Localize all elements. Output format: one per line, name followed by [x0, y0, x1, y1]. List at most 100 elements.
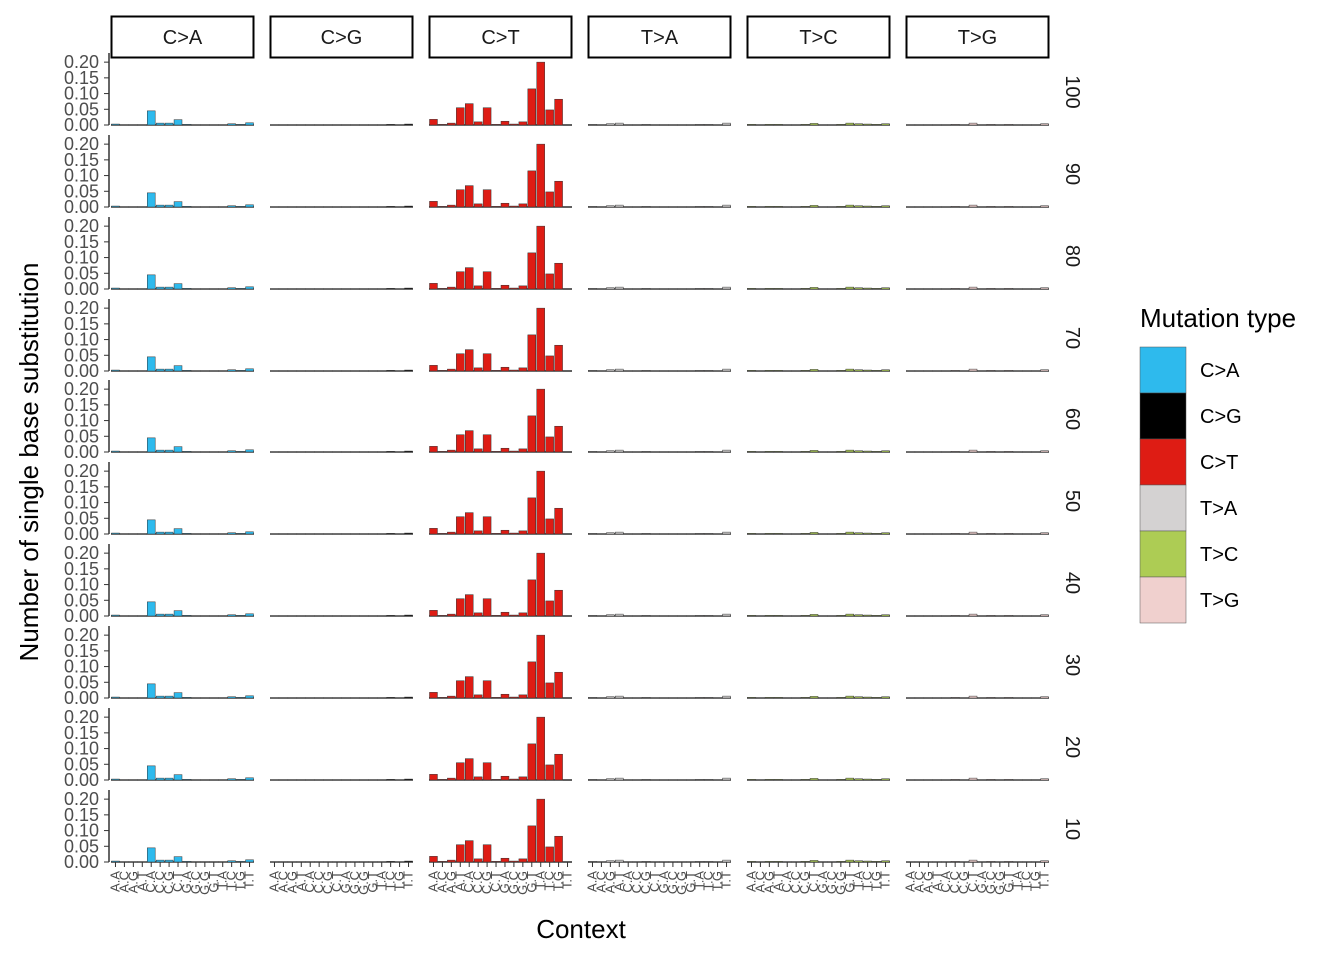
bar [1004, 288, 1013, 290]
legend-label: T>A [1200, 498, 1238, 520]
panel-20-C-to-A [111, 765, 254, 781]
facet-strip-box [587, 15, 732, 59]
bar [182, 206, 192, 208]
bar [641, 288, 651, 290]
bar [722, 449, 731, 453]
bar [588, 370, 597, 372]
bar [173, 283, 183, 290]
panel-40-T-to-G [906, 613, 1049, 617]
bar [182, 861, 192, 863]
bar [404, 532, 413, 535]
x-axis-T-to-C: A.AA.CA.GA.TC.AC.CC.GC.TG.AG.CG.GG.TT.AT… [743, 862, 893, 895]
bar [147, 601, 156, 617]
y-axis: 0.000.050.100.150.20 [64, 625, 110, 708]
bar [147, 274, 156, 290]
facet-strip-T-to-A: T>A [587, 15, 732, 59]
bar [236, 533, 245, 535]
x-tick-label: A.C [116, 871, 131, 893]
bar [509, 614, 519, 617]
legend-label: C>A [1200, 360, 1240, 382]
bar [173, 446, 183, 453]
bar [845, 531, 854, 535]
bar [438, 451, 447, 453]
facet-strip-T-to-G: T>G [905, 15, 1050, 59]
y-tick-label: 0.00 [64, 688, 99, 708]
y-axis: 0.000.050.100.150.20 [64, 461, 110, 544]
bar [155, 286, 165, 290]
bar [473, 530, 483, 535]
bar [641, 861, 651, 863]
bar [429, 774, 438, 781]
bar [236, 451, 245, 453]
bar [606, 860, 615, 863]
bar [863, 123, 872, 126]
facet-row-label: 10 [1061, 818, 1083, 840]
bar [545, 273, 554, 290]
bar [227, 778, 236, 781]
bar [641, 206, 651, 208]
bar [809, 369, 819, 372]
x-tick-label: C.A [938, 871, 953, 893]
bar [722, 777, 731, 781]
bar [182, 697, 192, 699]
x-tick-label: T.T [1037, 871, 1052, 889]
y-tick-label: 0.10 [64, 84, 99, 104]
legend-swatch [1139, 576, 1187, 624]
bar [518, 694, 528, 699]
bar [438, 861, 447, 863]
panel-60-T-to-C [747, 449, 890, 453]
bar [456, 271, 465, 290]
bar [1040, 696, 1049, 699]
bar [509, 450, 519, 453]
x-tick-label: A.A [107, 871, 122, 892]
bar [527, 415, 536, 453]
bar [111, 614, 120, 617]
panel-70-T-to-G [906, 368, 1049, 372]
y-tick-label: 0.10 [64, 657, 99, 677]
bar [854, 532, 863, 535]
panel-100-T-to-C [747, 122, 890, 126]
bar [615, 613, 624, 617]
legend-item-C-to-A: C>A [1139, 346, 1240, 394]
bar [765, 697, 774, 699]
bar [881, 205, 890, 208]
x-tick-label: G.G [992, 871, 1007, 895]
y-tick-label: 0.15 [64, 559, 99, 579]
bar [704, 615, 713, 617]
bar [1040, 450, 1049, 453]
bar [1004, 124, 1013, 126]
panel-10-T-to-C [747, 859, 890, 863]
x-tick-label: G.A [179, 871, 194, 894]
bar [404, 205, 413, 208]
bar [1004, 697, 1013, 699]
x-tick-label: G.T [524, 871, 539, 893]
bar [1040, 123, 1049, 126]
y-tick-label: 0.10 [64, 166, 99, 186]
y-tick-label: 0.05 [64, 754, 99, 774]
y-tick-label: 0.20 [64, 543, 99, 563]
bar [500, 693, 510, 699]
bar [704, 779, 713, 781]
bar [615, 204, 624, 208]
bar [800, 533, 810, 535]
x-tick-label: A.T [929, 871, 944, 891]
bar [845, 695, 854, 699]
bar [704, 288, 713, 290]
bar [164, 777, 174, 781]
bar [456, 598, 465, 617]
bar [429, 119, 438, 126]
x-tick-label: T.C [224, 871, 239, 891]
bar [588, 451, 597, 453]
bar [473, 776, 483, 781]
bar [473, 448, 483, 453]
panel-10-T-to-A [588, 859, 731, 863]
bar [695, 779, 704, 781]
bar [545, 436, 554, 453]
bar [968, 368, 978, 372]
bar [872, 124, 881, 126]
y-tick-label: 0.00 [64, 115, 99, 135]
bar [950, 206, 960, 208]
facet-row-label: 50 [1061, 490, 1083, 512]
x-tick-label: A.A [584, 871, 599, 892]
bar [986, 615, 996, 617]
